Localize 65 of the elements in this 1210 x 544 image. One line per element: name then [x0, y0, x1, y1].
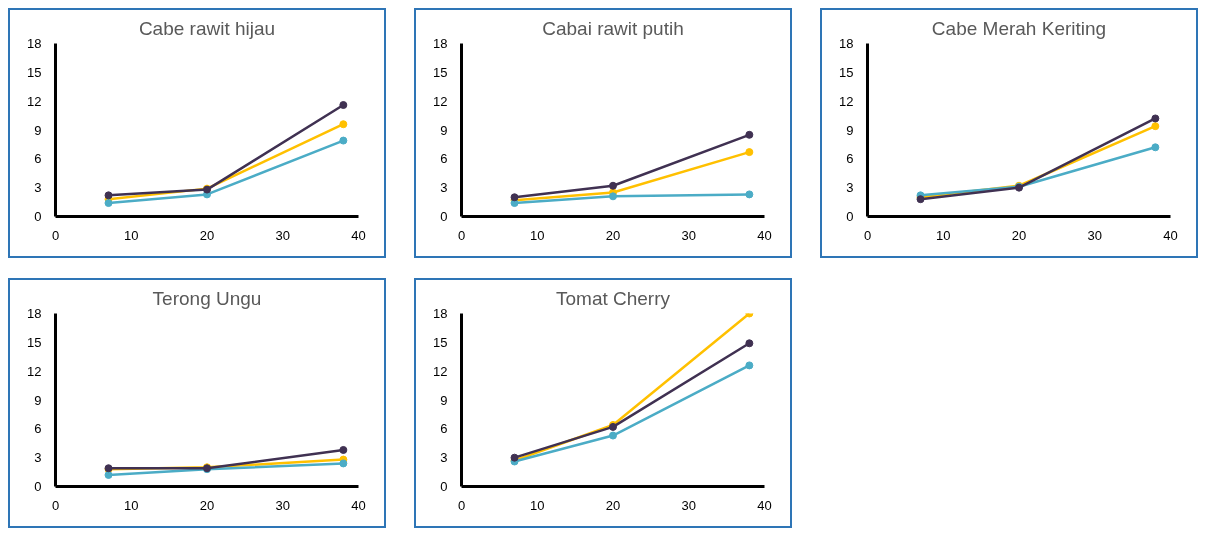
x-tick-label: 0 — [863, 227, 872, 243]
x-tick-label: 10 — [530, 497, 545, 513]
x-tick-label: 0 — [457, 497, 466, 513]
x-tick-label: 40 — [1163, 227, 1178, 243]
y-tick-label: 3 — [34, 450, 42, 466]
y-tick-label: 18 — [27, 36, 42, 51]
y-tick-label: 3 — [34, 180, 42, 196]
y-tick-label: 12 — [433, 363, 448, 379]
y-tick-label: 15 — [27, 334, 42, 350]
x-tick-label: 20 — [605, 497, 621, 513]
y-tick-label: 18 — [839, 36, 854, 51]
x-tick-label: 30 — [1087, 227, 1102, 243]
x-tick-label: 10 — [936, 227, 951, 243]
chart-title: Terong Ungu — [152, 287, 262, 309]
y-tick-label: 6 — [34, 421, 42, 437]
x-tick-label: 30 — [275, 497, 290, 513]
x-tick-label: 30 — [681, 227, 696, 243]
y-tick-label: 6 — [34, 151, 42, 167]
y-tick-label: 18 — [433, 36, 448, 51]
y-tick-label: 15 — [27, 64, 42, 80]
y-tick-label: 3 — [440, 180, 448, 196]
y-tick-label: 18 — [433, 306, 448, 321]
y-tick-label: 0 — [440, 479, 448, 494]
x-tick-label: 40 — [757, 497, 772, 513]
x-tick-label: 0 — [457, 227, 466, 243]
y-tick-label: 9 — [440, 122, 448, 138]
x-tick-label: 40 — [351, 227, 366, 243]
y-tick-label: 12 — [433, 93, 448, 109]
x-tick-label: 20 — [199, 227, 215, 243]
y-tick-label: 9 — [846, 122, 854, 138]
x-tick-label: 40 — [757, 227, 772, 243]
y-tick-label: 15 — [433, 64, 448, 80]
y-tick-label: 0 — [34, 479, 42, 494]
y-tick-label: 3 — [440, 450, 448, 466]
y-tick-label: 9 — [34, 392, 42, 408]
y-tick-label: 6 — [440, 151, 448, 167]
x-tick-label: 30 — [275, 227, 290, 243]
y-tick-label: 9 — [440, 392, 448, 408]
chart-title: Tomat Cherry — [555, 287, 671, 309]
y-tick-label: 9 — [34, 122, 42, 138]
y-tick-label: 12 — [27, 93, 42, 109]
y-tick-label: 0 — [846, 209, 854, 224]
x-tick-label: 10 — [530, 227, 545, 243]
x-tick-label: 0 — [51, 497, 60, 513]
y-tick-label: 15 — [839, 64, 854, 80]
chart-title: Cabe rawit hijau — [138, 17, 276, 39]
x-tick-label: 30 — [681, 497, 696, 513]
y-tick-label: 18 — [27, 306, 42, 321]
x-tick-label: 10 — [124, 227, 139, 243]
y-tick-label: 6 — [846, 151, 854, 167]
x-tick-label: 20 — [605, 227, 621, 243]
y-tick-label: 12 — [27, 363, 42, 379]
y-tick-label: 6 — [440, 421, 448, 437]
chart-title: Cabe Merah Keriting — [931, 17, 1107, 39]
x-tick-label: 20 — [1011, 227, 1027, 243]
y-tick-label: 12 — [839, 93, 854, 109]
y-tick-label: 15 — [433, 334, 448, 350]
x-tick-label: 10 — [124, 497, 139, 513]
chart-title: Cabai rawit putih — [542, 17, 684, 39]
y-tick-label: 3 — [846, 180, 854, 196]
y-tick-label: 0 — [34, 209, 42, 224]
y-tick-label: 0 — [440, 209, 448, 224]
x-tick-label: 40 — [351, 497, 366, 513]
x-tick-label: 0 — [51, 227, 60, 243]
x-tick-label: 20 — [199, 497, 215, 513]
